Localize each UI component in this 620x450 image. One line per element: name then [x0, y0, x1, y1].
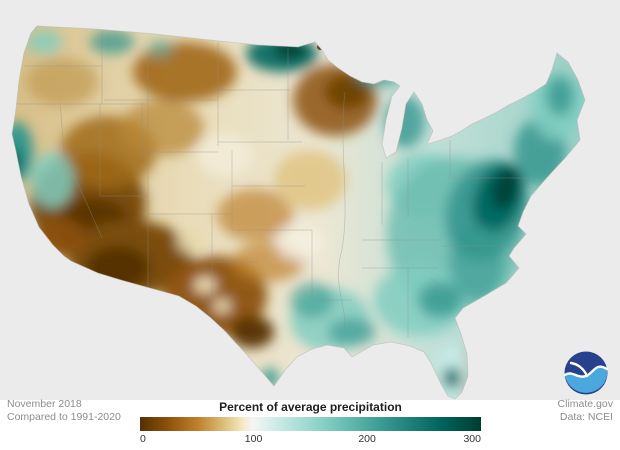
- noaa-emblem-icon: [563, 351, 609, 395]
- data-source-credit: Data: NCEI: [559, 411, 613, 423]
- date-block: November 2018 Compared to 1991-2020: [7, 398, 121, 424]
- legend-title: Percent of average precipitation: [219, 400, 402, 414]
- us-map-svg: [0, 0, 620, 400]
- legend-ticks: 0 100 200 300: [140, 433, 481, 446]
- baseline-label: Compared to 1991-2020: [7, 411, 121, 423]
- state-borders: [12, 28, 528, 338]
- color-legend: Percent of average precipitation 0 100 2…: [140, 400, 481, 446]
- noaa-logo: [563, 351, 609, 395]
- legend-tick-100: 100: [244, 433, 263, 445]
- credit-block: Climate.gov Data: NCEI: [558, 398, 613, 424]
- date-label: November 2018: [7, 398, 82, 410]
- legend-gradient-bar: [140, 417, 481, 431]
- us-outline: [11, 25, 586, 400]
- us-precipitation-map: [0, 0, 620, 400]
- climate-gov-credit: Climate.gov: [557, 398, 613, 410]
- legend-tick-300: 300: [463, 433, 481, 445]
- legend-tick-200: 200: [358, 433, 376, 445]
- legend-tick-0: 0: [140, 433, 146, 445]
